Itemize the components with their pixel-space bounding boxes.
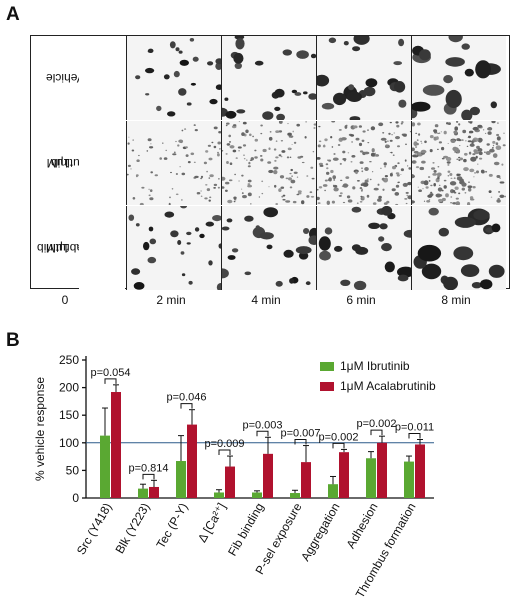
row-label-ibrutinib: 1μM Ibrutinib (46, 121, 93, 205)
bar-ibrutinib (176, 461, 186, 498)
bar-acalabrutinib (415, 444, 425, 498)
significance-bracket (294, 439, 307, 445)
p-value-label: p=0.814 (128, 462, 168, 474)
y-tick-label: 100 (59, 436, 79, 450)
bar-acalabrutinib (301, 462, 311, 498)
p-value-label: p=0.002 (318, 431, 358, 443)
significance-bracket (256, 430, 269, 437)
significance-bracket (142, 473, 155, 480)
image-cell (221, 206, 316, 290)
y-tick-label: 200 (59, 381, 79, 395)
bar-ibrutinib (138, 488, 148, 498)
bar-acalabrutinib (225, 466, 235, 498)
image-cell (316, 121, 411, 205)
p-value-label: p=0.054 (90, 367, 130, 379)
bar-acalabrutinib (187, 424, 197, 498)
p-value-label: p=0.003 (242, 419, 282, 431)
image-cell (316, 206, 411, 290)
significance-bracket (104, 378, 117, 384)
significance-bracket (180, 403, 193, 409)
panel-b-letter: B (6, 330, 20, 351)
p-value-label: p=0.009 (204, 438, 244, 450)
x-tick-label: Blk (Y223) (112, 501, 152, 557)
row-label-acalabrutinib: 1μM Acalabrutinib (37, 206, 106, 290)
image-cell-t0 (79, 121, 125, 205)
bar-ibrutinib (214, 492, 224, 498)
y-tick-label: 0 (72, 491, 79, 505)
panel-a-letter: A (6, 4, 20, 25)
x-tick-label: Δ [Ca²⁺] (195, 501, 229, 545)
row-label-vehicle: Vehicle (46, 36, 85, 120)
image-cell (316, 36, 411, 120)
x-tick-label: Fib binding (225, 501, 266, 559)
bar-acalabrutinib (263, 453, 273, 498)
image-cell (126, 121, 221, 205)
legend-label-ibrutinib: 1μM Ibrutinib (340, 359, 410, 373)
time-label-2min: 2 min (156, 293, 186, 307)
image-cell (411, 206, 506, 290)
microscopy-image-grid: Vehicle 1μM Ibrutinib 1μM Acalabrutinib (30, 35, 510, 290)
image-cell (411, 36, 506, 120)
time-label-4min: 4 min (251, 293, 281, 307)
time-label-8min: 8 min (441, 293, 471, 307)
bar-acalabrutinib (339, 452, 349, 498)
bar-acalabrutinib (377, 442, 387, 498)
time-label-6min: 6 min (346, 293, 376, 307)
legend-label-acalabrutinib: 1μM Acalabrutinib (340, 379, 436, 393)
x-tick-label: Tec (P-Y) (153, 501, 190, 551)
p-value-label: p=0.007 (280, 428, 320, 440)
y-tick-label: 150 (59, 408, 79, 422)
significance-bracket (218, 449, 231, 456)
p-value-label: p=0.011 (395, 421, 434, 433)
x-tick-label: Aggregation (298, 501, 342, 564)
bar-acalabrutinib (111, 392, 121, 498)
y-tick-label: 50 (66, 463, 80, 477)
legend-swatch-ibrutinib (320, 362, 334, 371)
x-tick-label: Adhesion (343, 501, 380, 551)
bar-ibrutinib (328, 484, 338, 498)
bar-ibrutinib (290, 493, 300, 498)
bar-ibrutinib (252, 492, 262, 498)
legend-swatch-acalabrutinib (320, 382, 334, 391)
y-axis-title: % vehicle response (33, 377, 47, 481)
image-cell (221, 36, 316, 120)
time-label-0: 0 (61, 293, 69, 307)
image-cell (221, 121, 316, 205)
image-cell-t0 (79, 206, 125, 290)
image-cell (411, 121, 506, 205)
significance-bracket (408, 432, 421, 439)
significance-bracket (332, 442, 345, 449)
bar-ibrutinib (100, 435, 110, 498)
bar-chart: % vehicle response 0 50 100 150 200 250 p=0.054… (33, 353, 436, 598)
x-tick-label: Src (Y418) (74, 501, 115, 558)
y-tick-label: 250 (59, 353, 79, 367)
image-cell (126, 206, 221, 290)
bar-ibrutinib (366, 458, 376, 498)
bar-acalabrutinib (149, 486, 159, 498)
image-cell-t0 (79, 36, 125, 120)
bar-ibrutinib (404, 461, 414, 498)
p-value-label: p=0.046 (166, 392, 206, 404)
image-cell (126, 36, 221, 120)
significance-bracket (370, 429, 383, 436)
p-value-label: p=0.002 (356, 418, 396, 430)
